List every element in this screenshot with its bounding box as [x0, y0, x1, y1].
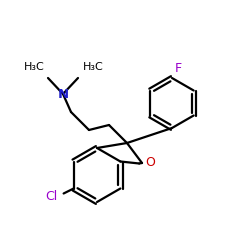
Text: N: N — [58, 88, 68, 101]
Text: Cl: Cl — [45, 190, 58, 203]
Text: H₃C: H₃C — [83, 62, 104, 72]
Text: O: O — [145, 156, 155, 170]
Text: H₃C: H₃C — [24, 62, 45, 72]
Text: F: F — [175, 62, 182, 75]
